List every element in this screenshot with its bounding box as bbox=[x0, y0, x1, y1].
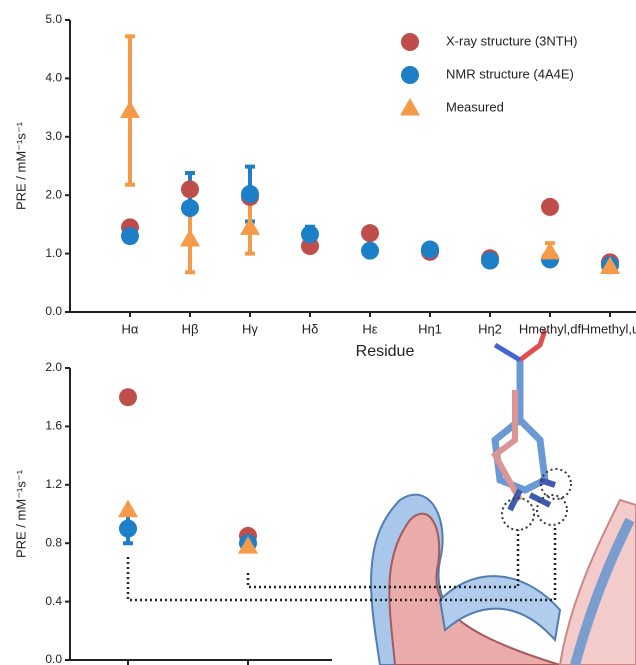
data-point bbox=[180, 229, 200, 247]
y-tick-label: 1.0 bbox=[45, 246, 62, 260]
data-point bbox=[181, 199, 199, 218]
data-point bbox=[541, 197, 559, 216]
data-point bbox=[181, 180, 199, 199]
y-tick-label: 1.6 bbox=[45, 419, 62, 433]
data-point bbox=[361, 224, 379, 243]
x-tick-label: Hmethyl,df bbox=[519, 321, 582, 336]
x-axis-label: Residue bbox=[356, 343, 415, 360]
legend-label: NMR structure (4A4E) bbox=[446, 66, 574, 81]
legend-marker bbox=[400, 98, 420, 116]
y-tick-label: 5.0 bbox=[45, 12, 62, 26]
legend-label: X-ray structure (3NTH) bbox=[446, 33, 577, 48]
x-tick-label: Hε bbox=[362, 321, 377, 336]
data-point bbox=[361, 241, 379, 260]
data-point bbox=[421, 240, 439, 259]
data-point bbox=[540, 241, 560, 260]
y-tick-label: 4.0 bbox=[45, 71, 62, 85]
y-tick-label: 0.0 bbox=[45, 652, 62, 665]
dotted-connectors bbox=[126, 526, 557, 602]
y-axis-label: PRE / mM⁻¹s⁻¹ bbox=[13, 469, 28, 558]
x-tick-label: Hδ bbox=[302, 321, 319, 336]
y-tick-label: 3.0 bbox=[45, 129, 62, 143]
legend-label: Measured bbox=[446, 99, 504, 114]
x-tick-label: Hmethyl,u bbox=[581, 321, 636, 336]
x-tick-label: Hη1 bbox=[418, 321, 442, 336]
data-point bbox=[481, 251, 499, 270]
x-tick-label: Hγ bbox=[242, 321, 258, 336]
legend-marker bbox=[401, 33, 419, 51]
y-axis-label: PRE / mM⁻¹s⁻¹ bbox=[13, 121, 28, 210]
y-tick-label: 0.0 bbox=[45, 304, 62, 318]
data-point bbox=[119, 519, 137, 538]
y-tick-label: 0.4 bbox=[45, 594, 62, 608]
protein-illustration bbox=[370, 329, 636, 665]
data-point bbox=[118, 499, 138, 518]
x-tick-label: Hη2 bbox=[478, 321, 502, 336]
data-point bbox=[121, 227, 139, 246]
y-tick-label: 2.0 bbox=[45, 187, 62, 201]
y-tick-label: 2.0 bbox=[45, 360, 62, 374]
data-point bbox=[301, 225, 319, 244]
x-tick-label: Hβ bbox=[182, 321, 199, 336]
x-tick-label: Hα bbox=[122, 321, 139, 336]
data-point bbox=[119, 388, 137, 407]
data-point bbox=[238, 536, 258, 554]
data-point bbox=[240, 217, 260, 235]
data-point bbox=[241, 185, 259, 204]
data-point bbox=[120, 100, 140, 119]
y-tick-label: 1.2 bbox=[45, 477, 62, 491]
y-tick-label: 0.8 bbox=[45, 535, 62, 549]
data-point bbox=[600, 256, 620, 274]
legend-marker bbox=[401, 66, 419, 84]
